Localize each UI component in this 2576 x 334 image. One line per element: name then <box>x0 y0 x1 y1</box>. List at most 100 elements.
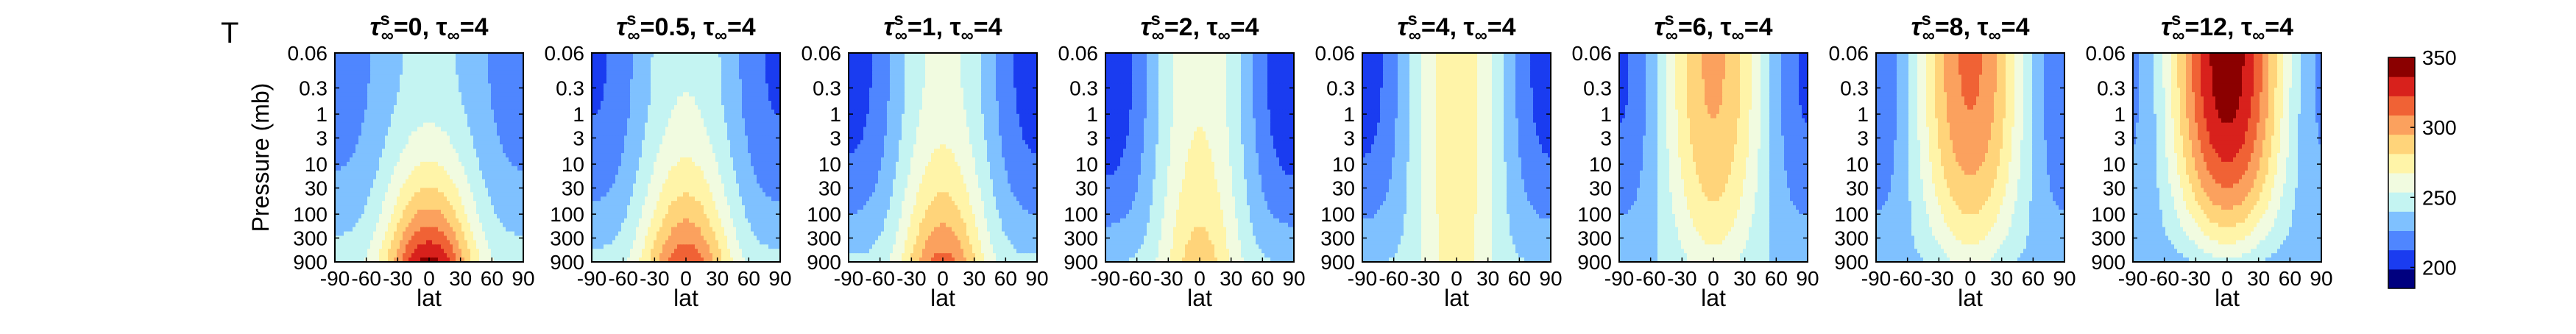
heatmap-cell <box>509 74 512 80</box>
heatmap-cell <box>509 170 512 176</box>
heatmap-cell <box>358 227 362 232</box>
heatmap-cell <box>503 135 506 141</box>
heatmap-cell <box>426 127 430 132</box>
heatmap-cell <box>683 65 687 71</box>
heatmap-cell <box>506 149 509 154</box>
heatmap-cell <box>456 131 459 137</box>
heatmap-cell <box>476 240 480 245</box>
heatmap-cell <box>432 227 436 232</box>
heatmap-cell <box>429 122 433 128</box>
heatmap-cell <box>485 210 489 215</box>
heatmap-cell <box>762 65 766 71</box>
heatmap-cell <box>517 227 521 232</box>
heatmap-cell <box>506 105 509 110</box>
heatmap-cell <box>712 140 716 145</box>
heatmap-cell <box>485 127 489 132</box>
heatmap-cell <box>447 135 450 141</box>
heatmap-cell <box>350 249 353 254</box>
heatmap-cell <box>771 105 775 110</box>
heatmap-cell <box>512 170 515 176</box>
heatmap-cell <box>459 122 462 128</box>
heatmap-cell <box>765 149 769 154</box>
heatmap-cell <box>598 131 601 137</box>
heatmap-cell <box>406 166 409 171</box>
heatmap-cell <box>500 179 503 185</box>
heatmap-cell <box>408 166 412 171</box>
heatmap-cell <box>733 61 737 67</box>
heatmap-cell <box>630 65 634 71</box>
heatmap-cell <box>350 157 353 163</box>
heatmap-cell <box>364 92 368 97</box>
heatmap-cell <box>344 188 347 193</box>
heatmap-cell <box>745 157 749 163</box>
heatmap-cell <box>335 153 339 158</box>
heatmap-cell <box>762 144 766 149</box>
heatmap-cell <box>609 170 613 176</box>
heatmap-cell <box>450 253 453 258</box>
heatmap-cell <box>509 92 512 97</box>
heatmap-cell <box>400 253 403 258</box>
heatmap-cell <box>771 127 775 132</box>
heatmap-cell <box>488 201 492 206</box>
heatmap-cell <box>338 96 342 102</box>
heatmap-cell <box>341 53 344 58</box>
heatmap-cell <box>367 135 371 141</box>
heatmap-cell <box>441 127 445 132</box>
heatmap-cell <box>724 61 728 67</box>
heatmap-cell <box>370 88 374 93</box>
heatmap-cell <box>453 157 456 163</box>
heatmap-cell <box>467 140 471 145</box>
heatmap-cell <box>512 57 515 63</box>
heatmap-cell <box>473 127 477 132</box>
heatmap-cell <box>491 201 495 206</box>
heatmap-cell <box>347 149 350 154</box>
heatmap-cell <box>512 61 515 67</box>
heatmap-cell <box>642 65 645 71</box>
heatmap-cell <box>648 131 651 137</box>
heatmap-cell <box>517 157 521 163</box>
heatmap-cell <box>506 249 509 254</box>
heatmap-cell <box>710 174 713 180</box>
heatmap-cell <box>727 157 731 163</box>
heatmap-cell <box>470 140 474 145</box>
heatmap-cell <box>601 109 604 115</box>
heatmap-cell <box>745 65 749 71</box>
heatmap-cell <box>500 96 503 102</box>
heatmap-cell <box>612 79 616 85</box>
heatmap-cell <box>453 131 456 137</box>
heatmap-cell <box>441 174 445 180</box>
heatmap-cell <box>612 157 616 163</box>
heatmap-cell <box>388 118 392 124</box>
heatmap-cell <box>385 140 389 145</box>
heatmap-cell <box>503 249 506 254</box>
heatmap-cell <box>506 88 509 93</box>
heatmap-cell <box>748 166 751 171</box>
heatmap-cell <box>606 61 610 67</box>
heatmap-cell <box>497 140 500 145</box>
heatmap-cell <box>394 183 397 189</box>
heatmap-cell <box>411 57 415 63</box>
heatmap-cell <box>671 101 675 106</box>
heatmap-cell <box>408 144 412 149</box>
heatmap-cell <box>630 70 634 76</box>
heatmap-cell <box>488 65 492 71</box>
heatmap-cell <box>370 135 374 141</box>
heatmap-cell <box>385 70 389 76</box>
heatmap-cell <box>636 153 640 158</box>
heatmap-cell <box>624 149 628 154</box>
heatmap-cell <box>364 113 368 119</box>
heatmap-cell <box>686 57 690 63</box>
heatmap-cell <box>618 105 622 110</box>
heatmap-cell <box>414 166 418 171</box>
heatmap-cell <box>488 61 492 67</box>
heatmap-cell <box>517 83 521 88</box>
heatmap-cell <box>358 249 362 254</box>
heatmap-cell <box>754 92 757 97</box>
heatmap-cell <box>736 118 740 124</box>
heatmap-cell <box>757 92 760 97</box>
heatmap-cell <box>391 140 394 145</box>
heatmap-cell <box>482 88 486 93</box>
heatmap-cell <box>444 135 447 141</box>
heatmap-cell <box>447 257 450 263</box>
heatmap-cell <box>388 166 392 171</box>
